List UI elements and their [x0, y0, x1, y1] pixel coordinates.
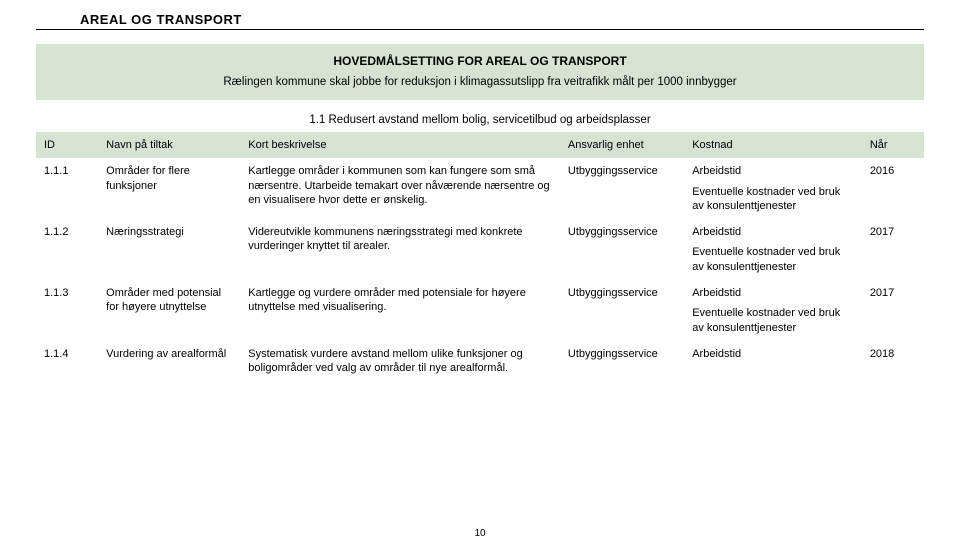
col-when: Når [862, 132, 924, 158]
cell-name: Områder for flere funksjoner [98, 158, 240, 219]
cell-when: 2017 [862, 280, 924, 341]
cell-when: 2017 [862, 219, 924, 280]
cost-extra: Eventuelle kostnader ved bruk av konsule… [692, 245, 854, 274]
col-name: Navn på tiltak [98, 132, 240, 158]
cell-when: 2016 [862, 158, 924, 219]
table-row: 1.1.1 Områder for flere funksjoner Kartl… [36, 158, 924, 219]
cell-name: Næringsstrategi [98, 219, 240, 280]
cell-resp: Utbyggingsservice [560, 341, 684, 382]
banner-title: HOVEDMÅLSETTING FOR AREAL OG TRANSPORT [52, 54, 908, 68]
cell-cost: Arbeidstid Eventuelle kostnader ved bruk… [684, 280, 862, 341]
cost-extra: Eventuelle kostnader ved bruk av konsule… [692, 185, 854, 214]
table-row: 1.1.4 Vurdering av arealformål Systemati… [36, 341, 924, 382]
section-title: 1.1 Redusert avstand mellom bolig, servi… [36, 114, 924, 126]
cost-main: Arbeidstid [692, 226, 741, 238]
cell-desc: Videreutvikle kommunens næringsstrategi … [240, 219, 560, 280]
banner: HOVEDMÅLSETTING FOR AREAL OG TRANSPORT R… [36, 44, 924, 100]
cell-desc: Kartlegge og vurdere områder med potensi… [240, 280, 560, 341]
cell-cost: Arbeidstid [684, 341, 862, 382]
cell-id: 1.1.2 [36, 219, 98, 280]
cell-id: 1.1.1 [36, 158, 98, 219]
table-header-row: ID Navn på tiltak Kort beskrivelse Ansva… [36, 132, 924, 158]
cell-resp: Utbyggingsservice [560, 158, 684, 219]
cost-main: Arbeidstid [692, 287, 741, 299]
col-desc: Kort beskrivelse [240, 132, 560, 158]
page-heading: AREAL OG TRANSPORT [80, 12, 924, 27]
table-row: 1.1.2 Næringsstrategi Videreutvikle komm… [36, 219, 924, 280]
cell-id: 1.1.4 [36, 341, 98, 382]
tiltak-table: ID Navn på tiltak Kort beskrivelse Ansva… [36, 132, 924, 382]
cell-desc: Systematisk vurdere avstand mellom ulike… [240, 341, 560, 382]
cell-id: 1.1.3 [36, 280, 98, 341]
cell-name: Områder med potensial for høyere utnytte… [98, 280, 240, 341]
cell-desc: Kartlegge områder i kommunen som kan fun… [240, 158, 560, 219]
cell-cost: Arbeidstid Eventuelle kostnader ved bruk… [684, 219, 862, 280]
cell-resp: Utbyggingsservice [560, 219, 684, 280]
heading-rule [36, 29, 924, 30]
col-id: ID [36, 132, 98, 158]
cell-resp: Utbyggingsservice [560, 280, 684, 341]
cell-when: 2018 [862, 341, 924, 382]
page-number: 10 [0, 528, 960, 539]
table-row: 1.1.3 Områder med potensial for høyere u… [36, 280, 924, 341]
cell-cost: Arbeidstid Eventuelle kostnader ved bruk… [684, 158, 862, 219]
col-resp: Ansvarlig enhet [560, 132, 684, 158]
col-cost: Kostnad [684, 132, 862, 158]
cell-name: Vurdering av arealformål [98, 341, 240, 382]
cost-main: Arbeidstid [692, 348, 741, 360]
cost-main: Arbeidstid [692, 165, 741, 177]
banner-subtitle: Rælingen kommune skal jobbe for reduksjo… [52, 76, 908, 88]
cost-extra: Eventuelle kostnader ved bruk av konsule… [692, 306, 854, 335]
